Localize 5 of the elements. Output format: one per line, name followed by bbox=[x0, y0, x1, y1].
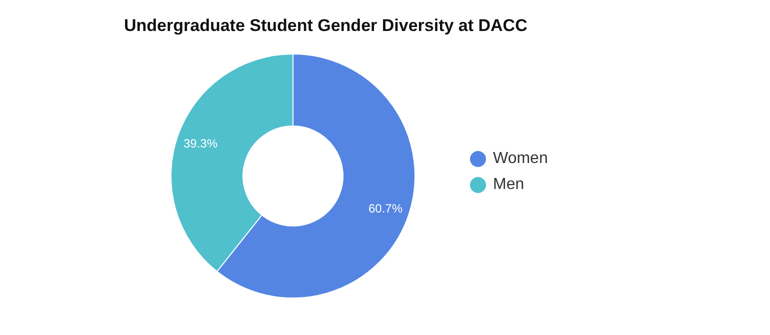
data-label: 39.3% bbox=[183, 136, 218, 151]
data-label: 60.7% bbox=[368, 201, 403, 216]
legend-label: Men bbox=[493, 176, 524, 194]
chart-title: Undergraduate Student Gender Diversity at DACC bbox=[124, 16, 528, 36]
legend-label: Women bbox=[493, 150, 548, 168]
